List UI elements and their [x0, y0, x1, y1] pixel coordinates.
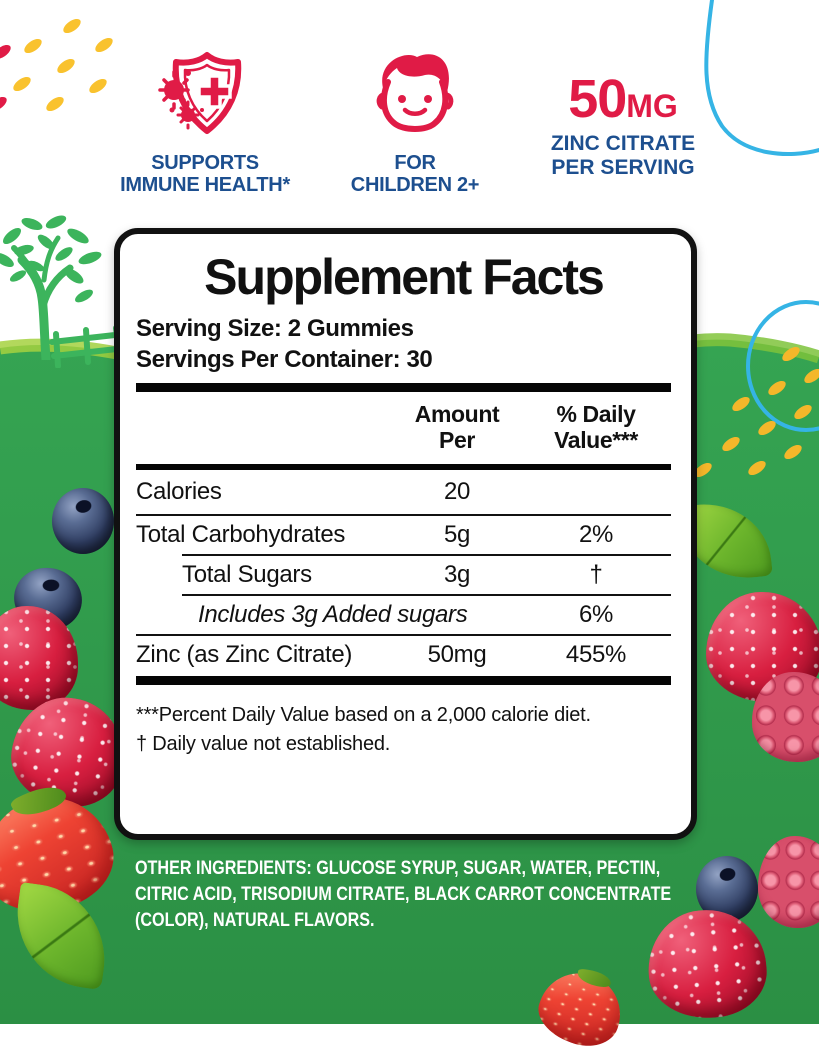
badge-immune-label: SUPPORTS IMMUNE HEALTH*	[120, 152, 290, 197]
table-row-zinc: Zinc (as Zinc Citrate) 50mg 455%	[136, 640, 627, 668]
badge-children-label: FOR CHILDREN 2+	[350, 152, 480, 197]
yellow-dots-pattern-right	[695, 346, 819, 478]
blue-circle-outline	[746, 300, 819, 432]
raspberry-image	[752, 672, 819, 762]
table-row-carbohydrates: Total Carbohydrates 5g 2%	[136, 520, 614, 548]
supplement-facts-panel: Supplement Facts Serving Size: 2 Gummies…	[114, 228, 697, 840]
yellow-dots-pattern	[0, 18, 113, 112]
panel-title: Supplement Facts	[204, 249, 605, 305]
dose-amount: 50MG	[568, 69, 678, 129]
facts-header-row: Amount Per % Daily Value***	[136, 392, 671, 464]
dose-label: ZINC CITRATE PER SERVING	[550, 132, 696, 179]
divider-thin	[136, 633, 671, 636]
other-ingredients-label: OTHER INGREDIENTS:	[135, 858, 312, 879]
serving-size: Serving Size: 2 Gummies	[136, 315, 414, 342]
table-row-added-sugars: Includes 3g Added sugars 6%	[198, 600, 614, 628]
badge-immune-health: SUPPORTS IMMUNE HEALTH*	[105, 48, 305, 197]
other-ingredients-list: GLUCOSE SYRUP, SUGAR, WATER, PECTIN, CIT…	[135, 858, 672, 932]
panel-footnotes: ***Percent Daily Value based on a 2,000 …	[136, 701, 671, 759]
footnote-dagger: † Daily value not established.	[136, 732, 391, 755]
divider-thick	[136, 675, 671, 685]
divider-thin-indented	[182, 553, 671, 556]
footnote-percent: ***Percent Daily Value based on a 2,000 …	[136, 703, 591, 726]
divider-thin	[136, 513, 671, 516]
divider-medium	[136, 463, 671, 470]
col-amount-per: Amount Per	[414, 401, 500, 454]
child-face-icon	[376, 54, 454, 132]
table-row-total-sugars: Total Sugars 3g †	[182, 560, 603, 588]
table-row-calories: Calories 20	[136, 477, 471, 505]
badge-for-children: FOR CHILDREN 2+	[325, 48, 505, 197]
tree-icon	[0, 215, 102, 360]
raspberry-image	[758, 836, 819, 928]
blue-squiggle	[704, 0, 819, 156]
divider-thin-indented	[182, 593, 671, 596]
blueberry-image	[52, 488, 114, 554]
badge-dose: 50MG ZINC CITRATE PER SERVING	[528, 72, 718, 179]
divider-thick	[136, 383, 671, 393]
supplement-label: { "badges": [ { "icon": "shield-immune-i…	[0, 0, 819, 1024]
shield-immune-icon	[158, 52, 242, 134]
servings-per-container: Servings Per Container: 30	[136, 345, 433, 373]
col-daily-value: % Daily Value***	[554, 401, 638, 454]
other-ingredients-text: OTHER INGREDIENTS: GLUCOSE SYRUP, SUGAR,…	[135, 856, 688, 935]
